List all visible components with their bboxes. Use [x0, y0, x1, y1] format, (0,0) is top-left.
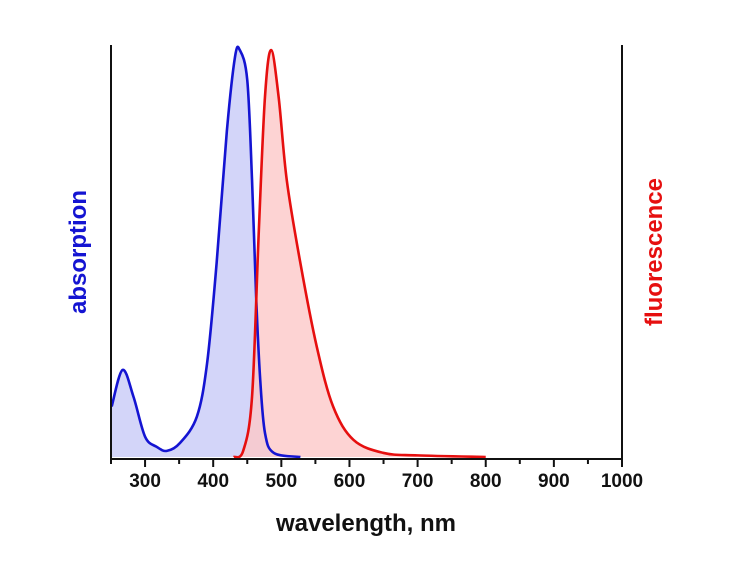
x-tick-label: 400: [197, 471, 229, 492]
series-lines: [110, 45, 486, 459]
left-axis-title: absorption: [65, 190, 92, 314]
fluorescence-fill: [233, 50, 486, 458]
fluorescence-line: [232, 48, 486, 459]
x-axis-title: wavelength, nm: [275, 510, 456, 537]
x-tick-label: 600: [334, 471, 366, 492]
x-tick-label: 1000: [601, 471, 643, 492]
x-ticks: 300 400 500 600 700 800 900 1000: [110, 459, 643, 492]
x-tick-label: 300: [129, 471, 161, 492]
right-axis-title: fluorescence: [641, 178, 668, 326]
x-tick-label: 900: [538, 471, 570, 492]
x-tick-label: 500: [265, 471, 297, 492]
x-tick-label: 700: [402, 471, 434, 492]
x-tick-label: 800: [470, 471, 502, 492]
absorption-line: [110, 45, 301, 459]
